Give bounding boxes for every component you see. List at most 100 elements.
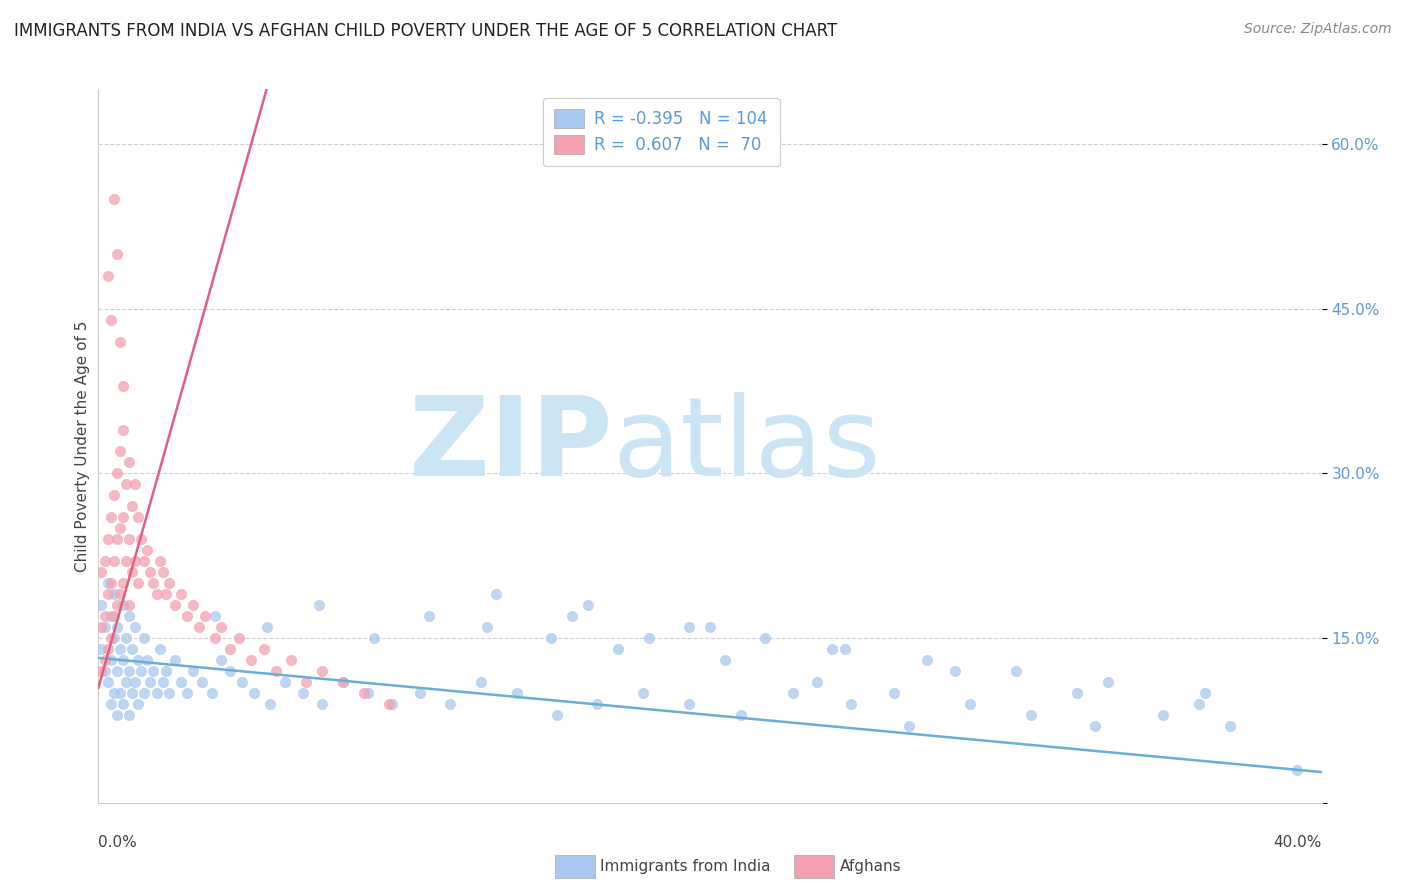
Point: [194, 609, 217, 624]
Point: [90, 566, 112, 580]
Point: [353, 686, 375, 700]
Point: [607, 642, 630, 657]
Point: [1004, 664, 1026, 678]
Point: [127, 697, 149, 711]
Point: [176, 609, 198, 624]
Point: [408, 686, 430, 700]
Point: [97, 675, 120, 690]
Point: [155, 664, 177, 678]
Point: [100, 576, 122, 591]
Point: [176, 686, 198, 700]
Point: [103, 554, 125, 568]
Point: [170, 587, 193, 601]
Point: [586, 697, 609, 711]
Point: [134, 631, 156, 645]
Point: [111, 697, 134, 711]
Point: [93, 664, 115, 678]
Point: [118, 708, 141, 723]
Point: [127, 510, 149, 524]
Point: [93, 620, 115, 634]
Text: Immigrants from India: Immigrants from India: [600, 859, 770, 873]
Point: [439, 697, 461, 711]
Point: [1188, 697, 1211, 711]
Point: [111, 653, 134, 667]
Point: [280, 653, 302, 667]
Point: [127, 576, 149, 591]
Point: [163, 653, 186, 667]
Point: [142, 576, 165, 591]
Point: [111, 598, 134, 612]
Point: [118, 598, 141, 612]
Point: [100, 609, 122, 624]
Point: [209, 653, 232, 667]
Point: [1286, 763, 1309, 777]
Point: [100, 697, 122, 711]
Point: [264, 664, 287, 678]
Point: [1097, 675, 1119, 690]
Point: [219, 664, 242, 678]
Point: [714, 653, 737, 667]
Point: [108, 521, 131, 535]
Point: [209, 620, 232, 634]
Point: [1066, 686, 1088, 700]
Point: [100, 653, 122, 667]
Point: [191, 675, 214, 690]
Point: [124, 620, 146, 634]
Point: [155, 587, 177, 601]
Point: [699, 620, 721, 634]
Point: [149, 554, 172, 568]
Point: [97, 587, 120, 601]
Point: [219, 642, 242, 657]
Point: [157, 686, 180, 700]
Point: [118, 455, 141, 469]
Point: [139, 675, 162, 690]
Point: [240, 653, 263, 667]
Point: [129, 664, 152, 678]
Point: [231, 675, 253, 690]
Text: 40.0%: 40.0%: [1274, 836, 1322, 850]
Point: [121, 686, 143, 700]
Point: [105, 598, 128, 612]
Point: [108, 444, 131, 458]
Point: [188, 620, 211, 634]
Point: [100, 312, 122, 326]
Point: [100, 631, 122, 645]
Point: [105, 664, 128, 678]
Legend: R = -0.395   N = 104, R =  0.607   N =  70: R = -0.395 N = 104, R = 0.607 N = 70: [543, 97, 779, 166]
Text: Afghans: Afghans: [839, 859, 901, 873]
Point: [475, 620, 498, 634]
Text: 0.0%: 0.0%: [98, 836, 138, 850]
Point: [97, 576, 120, 591]
Point: [134, 554, 156, 568]
Point: [163, 598, 186, 612]
Point: [136, 653, 159, 667]
Point: [730, 708, 752, 723]
Point: [121, 642, 143, 657]
Point: [108, 334, 131, 349]
Point: [1152, 708, 1174, 723]
Point: [839, 697, 862, 711]
Point: [678, 620, 700, 634]
Point: [170, 675, 193, 690]
Point: [100, 510, 122, 524]
Point: [90, 620, 112, 634]
Point: [115, 477, 138, 491]
Point: [806, 675, 828, 690]
Point: [118, 533, 141, 547]
Point: [105, 467, 128, 481]
Point: [540, 631, 562, 645]
Point: [105, 620, 128, 634]
Point: [115, 554, 138, 568]
Point: [142, 664, 165, 678]
Point: [1084, 719, 1107, 733]
Point: [834, 642, 856, 657]
Point: [152, 675, 174, 690]
Point: [204, 631, 226, 645]
Point: [782, 686, 804, 700]
Text: ZIP: ZIP: [409, 392, 612, 500]
Point: [93, 554, 115, 568]
Point: [157, 576, 180, 591]
Point: [93, 653, 115, 667]
Point: [108, 642, 131, 657]
Point: [181, 598, 204, 612]
